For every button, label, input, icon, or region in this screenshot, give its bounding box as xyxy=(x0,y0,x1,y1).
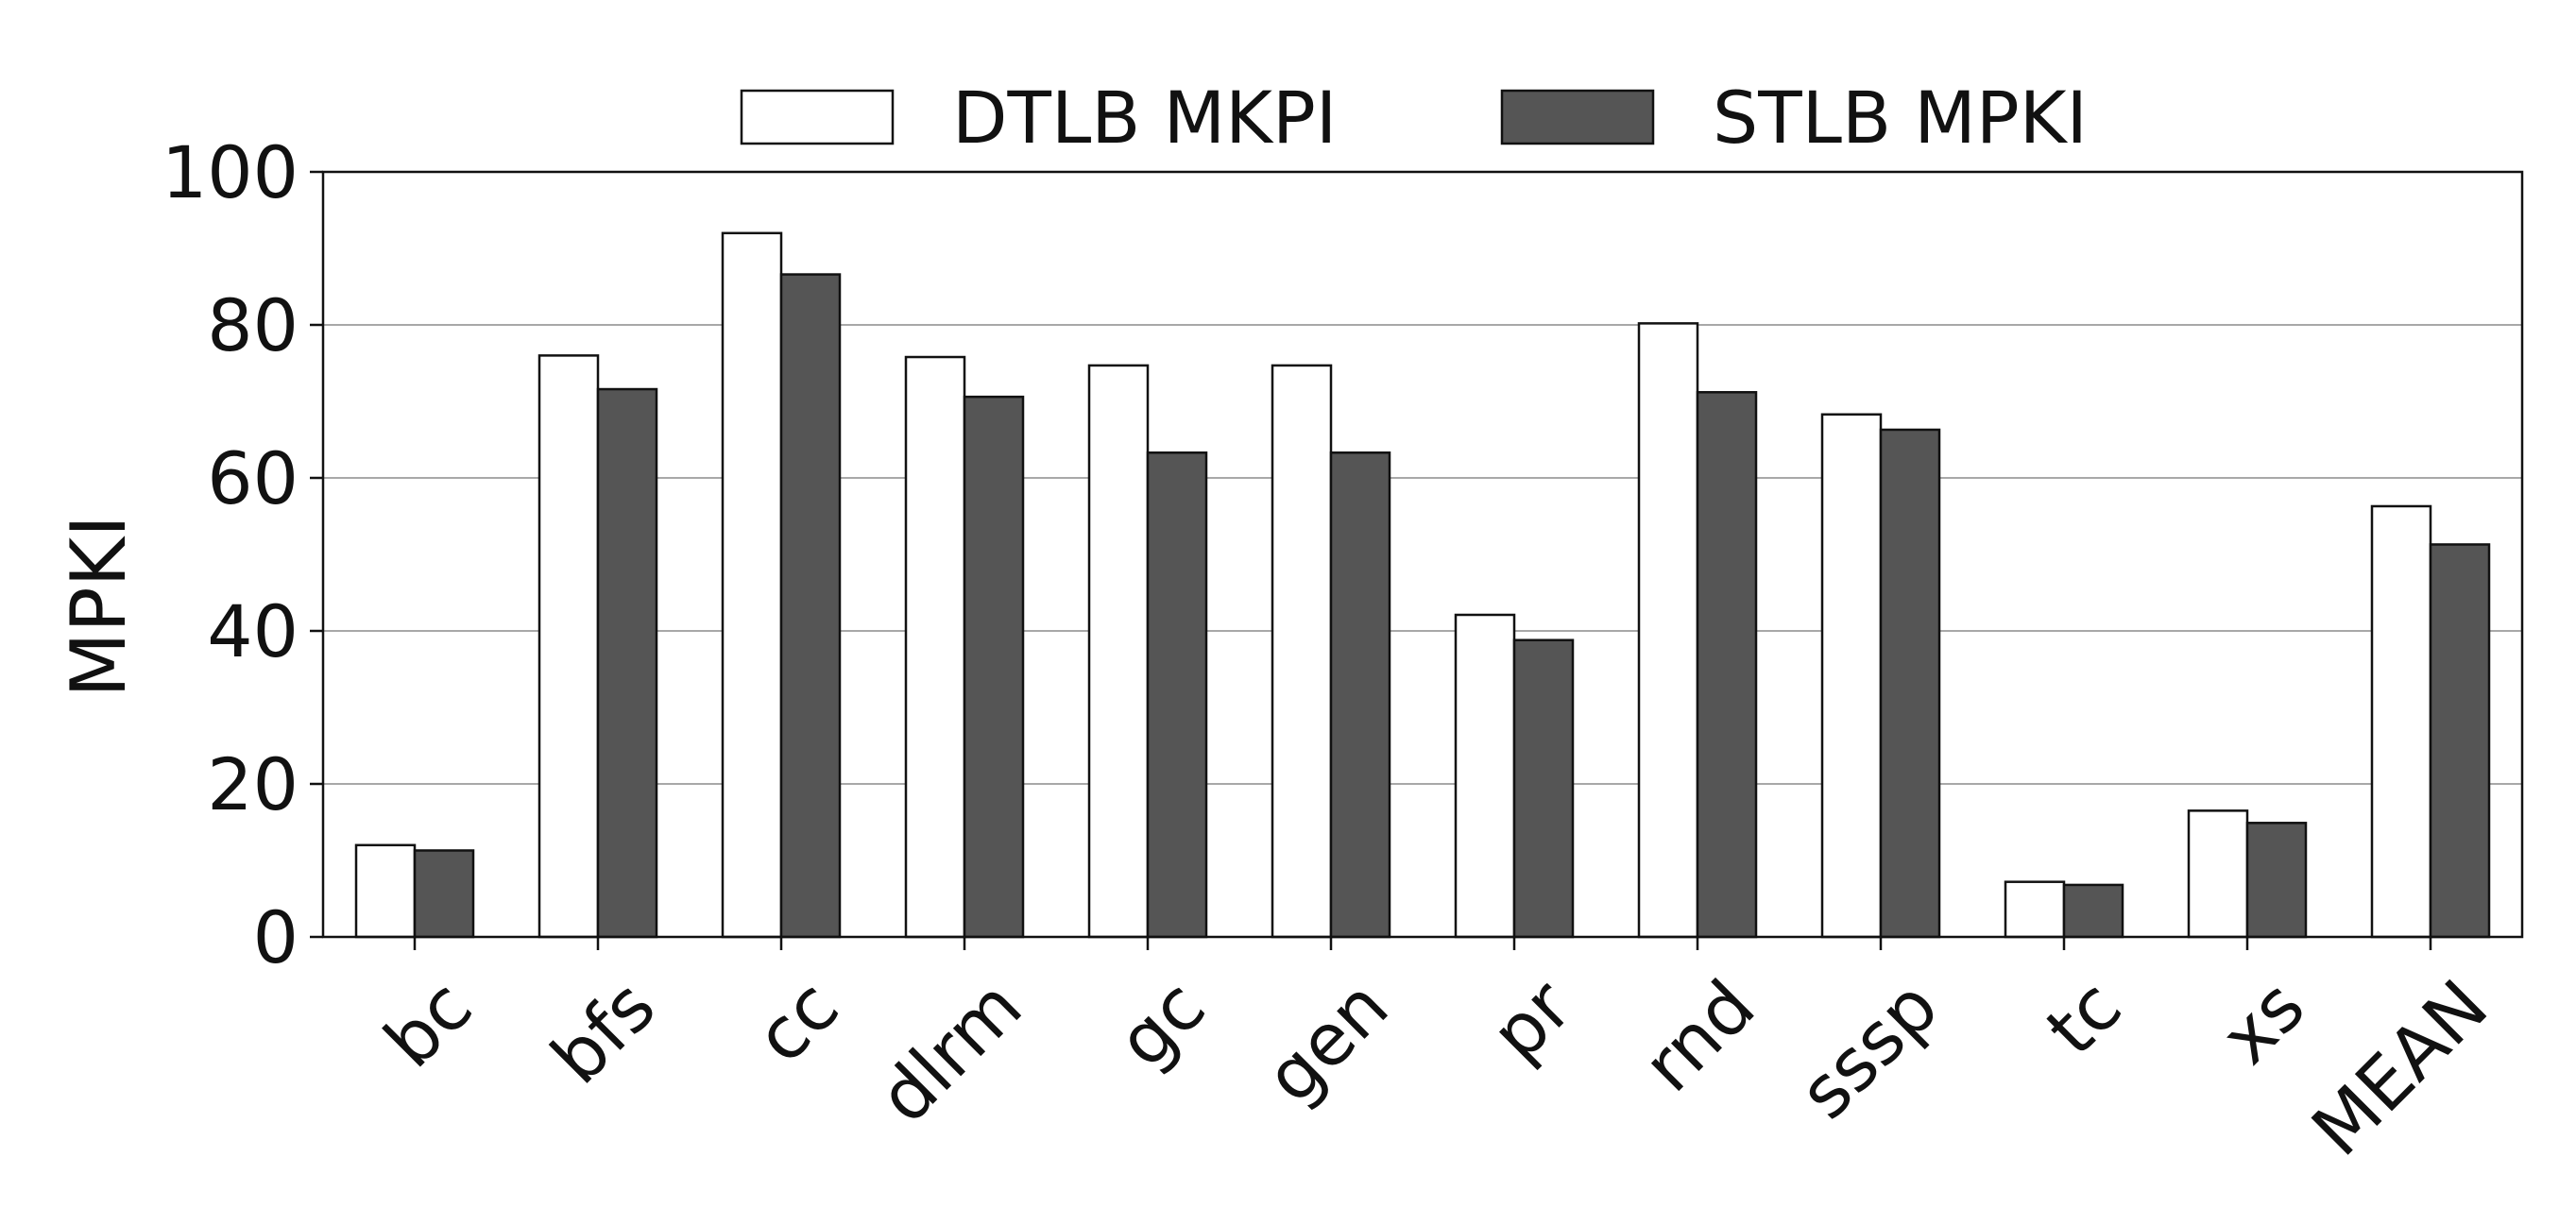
x-tick-label: MEAN xyxy=(2295,963,2503,1171)
x-tick-label: gc xyxy=(1101,963,1221,1083)
bar-dtlb-rnd xyxy=(1637,322,1699,939)
bar-dtlb-dlrm xyxy=(904,355,966,939)
bar-stlb-xs xyxy=(2245,822,2308,939)
bar-dtlb-pr xyxy=(1454,613,1516,939)
x-tick-label: dlrm xyxy=(862,963,1037,1138)
bar-dtlb-gc xyxy=(1087,364,1150,939)
y-tick-label: 20 xyxy=(207,742,299,826)
bar-stlb-gc xyxy=(1146,451,1208,939)
bar-stlb-MEAN xyxy=(2429,543,2491,939)
legend-swatch-dtlb xyxy=(740,89,895,145)
x-tick-label: tc xyxy=(2030,963,2138,1071)
legend-label-dtlb: DTLB MKPI xyxy=(952,76,1337,160)
gridlines xyxy=(323,324,2522,785)
bar-stlb-bfs xyxy=(596,387,658,939)
bar-dtlb-sssp xyxy=(1820,413,1883,939)
bar-stlb-bc xyxy=(413,849,475,939)
legend-swatch-stlb xyxy=(1500,89,1655,145)
bar-dtlb-MEAN xyxy=(2370,504,2432,939)
x-tick-label: gen xyxy=(1249,963,1404,1118)
legend: DTLB MKPI STLB MPKI xyxy=(740,76,2088,160)
bar-stlb-rnd xyxy=(1696,391,1758,939)
bar-dtlb-xs xyxy=(2187,809,2249,939)
y-tick-label: 100 xyxy=(162,130,299,214)
x-tick-label: pr xyxy=(1475,963,1588,1077)
bar-dtlb-bc xyxy=(354,843,417,939)
x-tick-label: rnd xyxy=(1627,963,1770,1107)
y-tick-label: 0 xyxy=(253,895,299,979)
x-tick-label: bfs xyxy=(535,963,671,1099)
x-tick-label: bc xyxy=(368,963,488,1083)
plot-frame xyxy=(321,170,2524,939)
y-tick-label: 60 xyxy=(207,436,299,520)
bar-stlb-tc xyxy=(2062,883,2124,939)
legend-label-stlb: STLB MPKI xyxy=(1713,76,2088,160)
bar-stlb-gen xyxy=(1329,451,1391,939)
bars xyxy=(354,231,2491,939)
bar-stlb-pr xyxy=(1512,638,1575,939)
bar-stlb-dlrm xyxy=(963,395,1025,939)
y-tick-label: 40 xyxy=(207,589,299,673)
bar-stlb-sssp xyxy=(1879,428,1941,939)
x-tick-label: xs xyxy=(2205,963,2321,1080)
bar-dtlb-cc xyxy=(721,231,783,939)
y-tick-label: 80 xyxy=(207,283,299,367)
bar-stlb-cc xyxy=(779,273,842,939)
bar-dtlb-tc xyxy=(2004,880,2066,939)
x-tick-label: cc xyxy=(739,963,854,1079)
y-axis-label: MPKI xyxy=(55,515,143,697)
x-tick-label: sssp xyxy=(1783,963,1953,1134)
bar-dtlb-gen xyxy=(1271,364,1333,939)
bar-dtlb-bfs xyxy=(537,354,600,939)
